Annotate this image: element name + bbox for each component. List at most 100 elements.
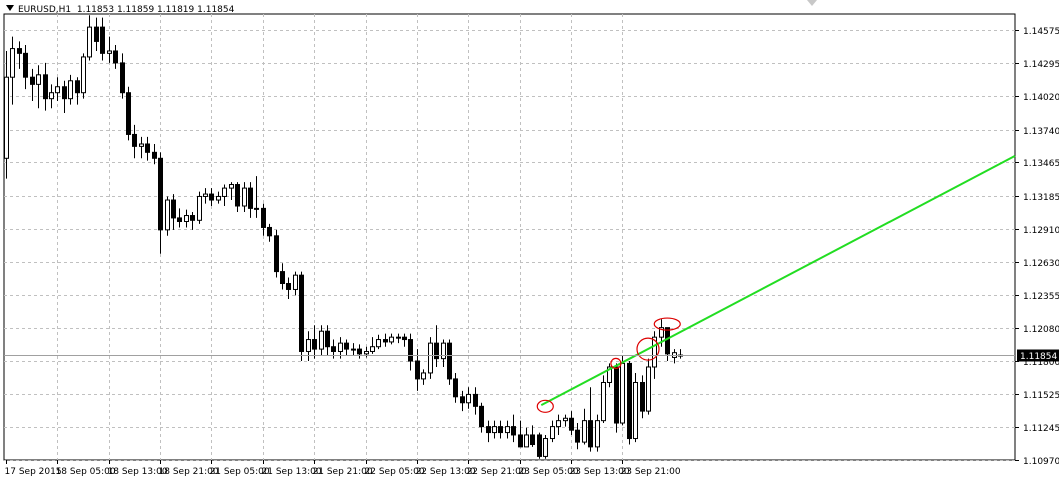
candle	[505, 420, 510, 439]
candle-body-bull	[184, 215, 189, 222]
candle-body-bull	[389, 336, 394, 343]
dropdown-triangle-icon[interactable]	[6, 5, 14, 11]
y-tick-label: 1.12080	[1023, 325, 1059, 335]
candle-body-bear	[145, 143, 150, 153]
x-tick-label: 17 Sep 2015	[5, 467, 62, 477]
candle-body-bear	[486, 426, 491, 434]
candle	[274, 229, 279, 278]
candle	[87, 15, 92, 61]
candle	[524, 427, 529, 448]
candle	[370, 337, 375, 354]
candle	[254, 176, 259, 218]
candle	[383, 333, 388, 347]
candle-body-bear	[100, 26, 105, 54]
y-tick-label: 1.11800	[1023, 358, 1059, 368]
candle	[165, 196, 170, 236]
candle-body-bull	[396, 336, 401, 339]
candle-body-bull	[222, 187, 227, 197]
candle	[100, 17, 105, 61]
candle-body-bear	[575, 429, 580, 443]
candle	[248, 182, 253, 218]
candle-body-bull	[620, 362, 625, 424]
chart-shift-marker-icon[interactable]	[807, 0, 817, 6]
candle-body-bear	[627, 362, 632, 440]
candle-body-bear	[640, 381, 645, 412]
candle-body-bull	[595, 420, 600, 448]
candle	[286, 277, 291, 300]
candle-body-bull	[376, 339, 381, 348]
y-tick-label: 1.11525	[1023, 391, 1059, 401]
candle	[492, 420, 497, 439]
candle	[428, 337, 433, 379]
ohlc-high: 1.11859	[116, 5, 155, 15]
plot-frame	[3, 13, 1016, 461]
candle	[203, 188, 208, 204]
candle	[235, 182, 240, 212]
candle-body-bull	[319, 330, 324, 350]
candle-body-bear	[569, 417, 574, 431]
candle	[473, 387, 478, 415]
candle-body-bull	[441, 342, 446, 360]
y-tick-label: 1.12355	[1023, 292, 1059, 302]
candle-body-bull	[550, 426, 555, 440]
candle	[351, 343, 356, 356]
candle-body-bull	[306, 339, 311, 352]
candle-body-bull	[466, 393, 471, 404]
candle	[498, 420, 503, 439]
touch-point-circle	[536, 399, 554, 413]
candle-body-bear	[17, 48, 22, 54]
candle	[293, 271, 298, 296]
candle-body-bear	[325, 330, 330, 348]
candle-body-bear	[190, 215, 195, 221]
candle-body-bear	[665, 327, 670, 355]
candle-body-bear	[479, 405, 484, 428]
candle-body-bear	[473, 393, 478, 407]
y-tick-label: 1.13740	[1023, 127, 1059, 137]
candle-body-bull	[607, 366, 612, 383]
candle	[408, 333, 413, 371]
candle	[325, 325, 330, 356]
candle-body-bear	[511, 426, 516, 436]
touch-point-circle	[636, 337, 660, 361]
candle	[145, 136, 150, 161]
candle-body-bear	[43, 74, 48, 100]
candle-body-bear	[30, 76, 35, 85]
candle-body-bear	[126, 92, 131, 135]
candle	[614, 363, 619, 433]
candle	[633, 372, 638, 443]
candle	[30, 68, 35, 102]
candle	[550, 420, 555, 443]
candle	[81, 53, 86, 99]
x-tick-label: 21 Sep 05:00	[210, 467, 270, 477]
candle	[595, 414, 600, 452]
candle-body-bull	[139, 143, 144, 147]
ohlc-close: 1.11854	[197, 5, 235, 15]
x-tick-label: 22 Sep 05:00	[365, 467, 425, 477]
candle-body-bear	[588, 420, 593, 448]
x-tick-label: 23 Sep 05:00	[519, 467, 579, 477]
candle	[4, 50, 9, 179]
candle-body-bull	[36, 74, 41, 85]
candle-body-bear	[158, 157, 163, 231]
candle	[139, 136, 144, 159]
candle-body-bull	[563, 417, 568, 422]
candle	[197, 191, 202, 224]
candle-body-bear	[120, 62, 125, 94]
candle-body-bull	[505, 426, 510, 434]
candle	[242, 182, 247, 212]
symbol-timeframe: EURUSD,H1	[18, 5, 72, 15]
candle-body-bear	[344, 342, 349, 350]
candle	[261, 203, 266, 236]
candle-body-bear	[261, 207, 266, 228]
candle-body-bear	[23, 52, 28, 78]
candle	[158, 152, 163, 254]
candle-body-bull	[68, 80, 73, 100]
candle	[575, 423, 580, 450]
candle-body-bull	[351, 348, 356, 351]
y-tick-label: 1.12630	[1023, 259, 1059, 269]
touch-point-circle	[653, 317, 681, 331]
current-price-label: 1.11854	[1020, 352, 1057, 362]
candle	[569, 411, 574, 435]
